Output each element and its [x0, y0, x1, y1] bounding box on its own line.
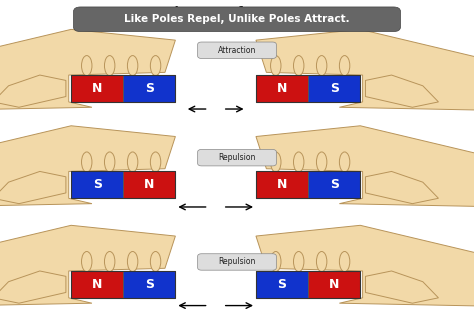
Ellipse shape [82, 252, 92, 272]
Bar [71, 75, 175, 102]
Bar [71, 171, 123, 198]
Ellipse shape [271, 56, 281, 76]
Text: S: S [330, 82, 338, 95]
Ellipse shape [150, 56, 161, 76]
Polygon shape [256, 29, 474, 110]
Bar [71, 75, 123, 102]
Polygon shape [0, 126, 175, 206]
Ellipse shape [271, 152, 281, 172]
Polygon shape [0, 171, 66, 204]
Text: N: N [277, 82, 287, 95]
Ellipse shape [82, 56, 92, 76]
Bar [123, 75, 175, 102]
Ellipse shape [82, 152, 92, 172]
Polygon shape [0, 271, 66, 303]
Polygon shape [0, 75, 66, 107]
Text: N: N [92, 82, 102, 95]
Bar [123, 271, 175, 298]
Bar [308, 75, 360, 102]
Text: N: N [144, 178, 155, 191]
Text: The Law of Magnets: The Law of Magnets [166, 6, 308, 19]
Polygon shape [365, 75, 438, 107]
Polygon shape [256, 225, 474, 306]
Ellipse shape [104, 152, 115, 172]
Bar [256, 271, 360, 298]
Text: Repulsion: Repulsion [219, 153, 255, 162]
Bar [256, 271, 308, 298]
Ellipse shape [317, 56, 327, 76]
FancyBboxPatch shape [198, 149, 276, 166]
Ellipse shape [339, 152, 350, 172]
Ellipse shape [150, 152, 161, 172]
Bar [123, 171, 175, 198]
Ellipse shape [271, 252, 281, 272]
Ellipse shape [293, 56, 304, 76]
Ellipse shape [104, 252, 115, 272]
Text: Attraction: Attraction [218, 46, 256, 55]
FancyBboxPatch shape [198, 42, 276, 58]
Ellipse shape [339, 252, 350, 272]
Bar [256, 75, 308, 102]
Polygon shape [365, 271, 438, 303]
Bar [71, 171, 175, 198]
Bar [256, 171, 308, 198]
Ellipse shape [317, 152, 327, 172]
Text: S: S [145, 82, 154, 95]
Polygon shape [365, 171, 438, 204]
Text: N: N [329, 278, 339, 291]
Ellipse shape [104, 56, 115, 76]
Ellipse shape [150, 252, 161, 272]
Bar [71, 271, 123, 298]
Text: N: N [92, 278, 102, 291]
Text: S: S [145, 278, 154, 291]
Bar [256, 171, 360, 198]
Polygon shape [256, 126, 474, 206]
Text: Repulsion: Repulsion [219, 258, 255, 266]
Text: S: S [278, 278, 286, 291]
Ellipse shape [128, 56, 138, 76]
Ellipse shape [128, 252, 138, 272]
Text: Like Poles Repel, Unlike Poles Attract.: Like Poles Repel, Unlike Poles Attract. [124, 14, 350, 24]
Bar [71, 271, 175, 298]
Bar [308, 271, 360, 298]
FancyBboxPatch shape [73, 7, 401, 32]
FancyBboxPatch shape [198, 254, 276, 270]
Bar [256, 75, 360, 102]
Ellipse shape [293, 252, 304, 272]
Ellipse shape [317, 252, 327, 272]
Text: S: S [330, 178, 338, 191]
Polygon shape [0, 225, 175, 306]
Polygon shape [0, 29, 175, 110]
Text: S: S [93, 178, 101, 191]
Ellipse shape [293, 152, 304, 172]
Bar [308, 171, 360, 198]
Ellipse shape [128, 152, 138, 172]
Text: N: N [277, 178, 287, 191]
Ellipse shape [339, 56, 350, 76]
